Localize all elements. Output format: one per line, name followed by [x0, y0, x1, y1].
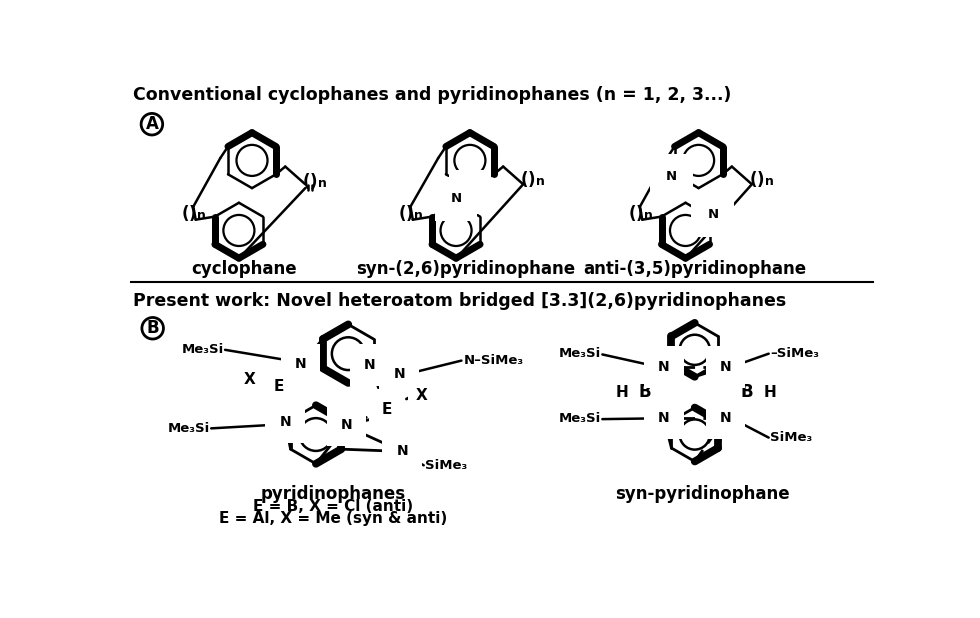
- Polygon shape: [279, 386, 288, 423]
- Text: N: N: [719, 412, 731, 425]
- Text: N: N: [451, 192, 462, 205]
- Text: SiMe₃: SiMe₃: [770, 431, 812, 444]
- Text: Present work: Novel heteroatom bridged [3.3](2,6)pyridinophanes: Present work: Novel heteroatom bridged […: [132, 292, 786, 310]
- Text: N: N: [341, 418, 353, 432]
- Text: n: n: [318, 177, 327, 190]
- Text: N: N: [279, 415, 291, 429]
- Text: ): ): [635, 205, 643, 223]
- Text: H: H: [615, 384, 628, 400]
- Text: Me₃Si: Me₃Si: [168, 422, 210, 435]
- Text: N: N: [465, 185, 475, 198]
- Text: ): ): [189, 205, 196, 223]
- Text: syn-(2,6)pyridinophane: syn-(2,6)pyridinophane: [357, 260, 575, 278]
- Text: E: E: [273, 378, 284, 394]
- Text: N–SiMe₃: N–SiMe₃: [464, 354, 524, 367]
- Text: –SiMe₃: –SiMe₃: [770, 347, 819, 360]
- Text: B: B: [146, 320, 159, 337]
- Text: H: H: [763, 384, 776, 400]
- Text: cyclophane: cyclophane: [191, 260, 297, 278]
- Text: N: N: [393, 368, 405, 381]
- Text: pyridinophanes: pyridinophanes: [261, 485, 406, 503]
- Text: Conventional cyclophanes and pyridinophanes (n = 1, 2, 3...): Conventional cyclophanes and pyridinopha…: [132, 87, 731, 104]
- Text: syn-pyridinophane: syn-pyridinophane: [615, 485, 790, 503]
- Text: (: (: [303, 173, 311, 191]
- Text: N: N: [659, 412, 669, 425]
- Text: N: N: [295, 357, 307, 371]
- Text: N: N: [396, 444, 408, 459]
- Text: ): ): [406, 205, 414, 223]
- Text: n: n: [415, 210, 423, 222]
- Polygon shape: [257, 377, 279, 386]
- Text: B: B: [638, 383, 651, 401]
- Text: N: N: [719, 360, 731, 374]
- Text: (: (: [399, 205, 407, 223]
- Text: B: B: [741, 383, 754, 401]
- Text: SiMe₃: SiMe₃: [425, 459, 467, 472]
- Text: n: n: [536, 176, 545, 188]
- Text: X: X: [416, 387, 427, 403]
- Text: E = B, X = Cl (anti): E = B, X = Cl (anti): [253, 499, 413, 514]
- Text: N: N: [364, 358, 375, 372]
- Text: N: N: [659, 360, 669, 374]
- Text: n: n: [765, 176, 774, 188]
- Text: ): ): [310, 173, 318, 191]
- Text: n: n: [644, 210, 653, 222]
- Text: N: N: [665, 170, 677, 183]
- Text: (: (: [182, 205, 189, 223]
- Text: (: (: [750, 171, 758, 190]
- Text: A: A: [145, 115, 159, 133]
- Text: ): ): [528, 171, 535, 190]
- Text: Me₃Si: Me₃Si: [559, 412, 601, 425]
- Text: X: X: [244, 373, 256, 387]
- Text: N: N: [708, 208, 718, 221]
- Text: Me₃Si: Me₃Si: [181, 342, 223, 355]
- Text: E: E: [381, 402, 392, 417]
- Text: (: (: [521, 171, 528, 190]
- Text: Me₃Si: Me₃Si: [559, 347, 601, 360]
- Text: n: n: [197, 210, 206, 222]
- Polygon shape: [279, 363, 303, 386]
- Text: (: (: [628, 205, 636, 223]
- Text: E = Al, X = Me (syn & anti): E = Al, X = Me (syn & anti): [219, 511, 447, 526]
- Text: anti-(3,5)pyridinophane: anti-(3,5)pyridinophane: [583, 260, 807, 278]
- Text: ): ): [757, 171, 764, 190]
